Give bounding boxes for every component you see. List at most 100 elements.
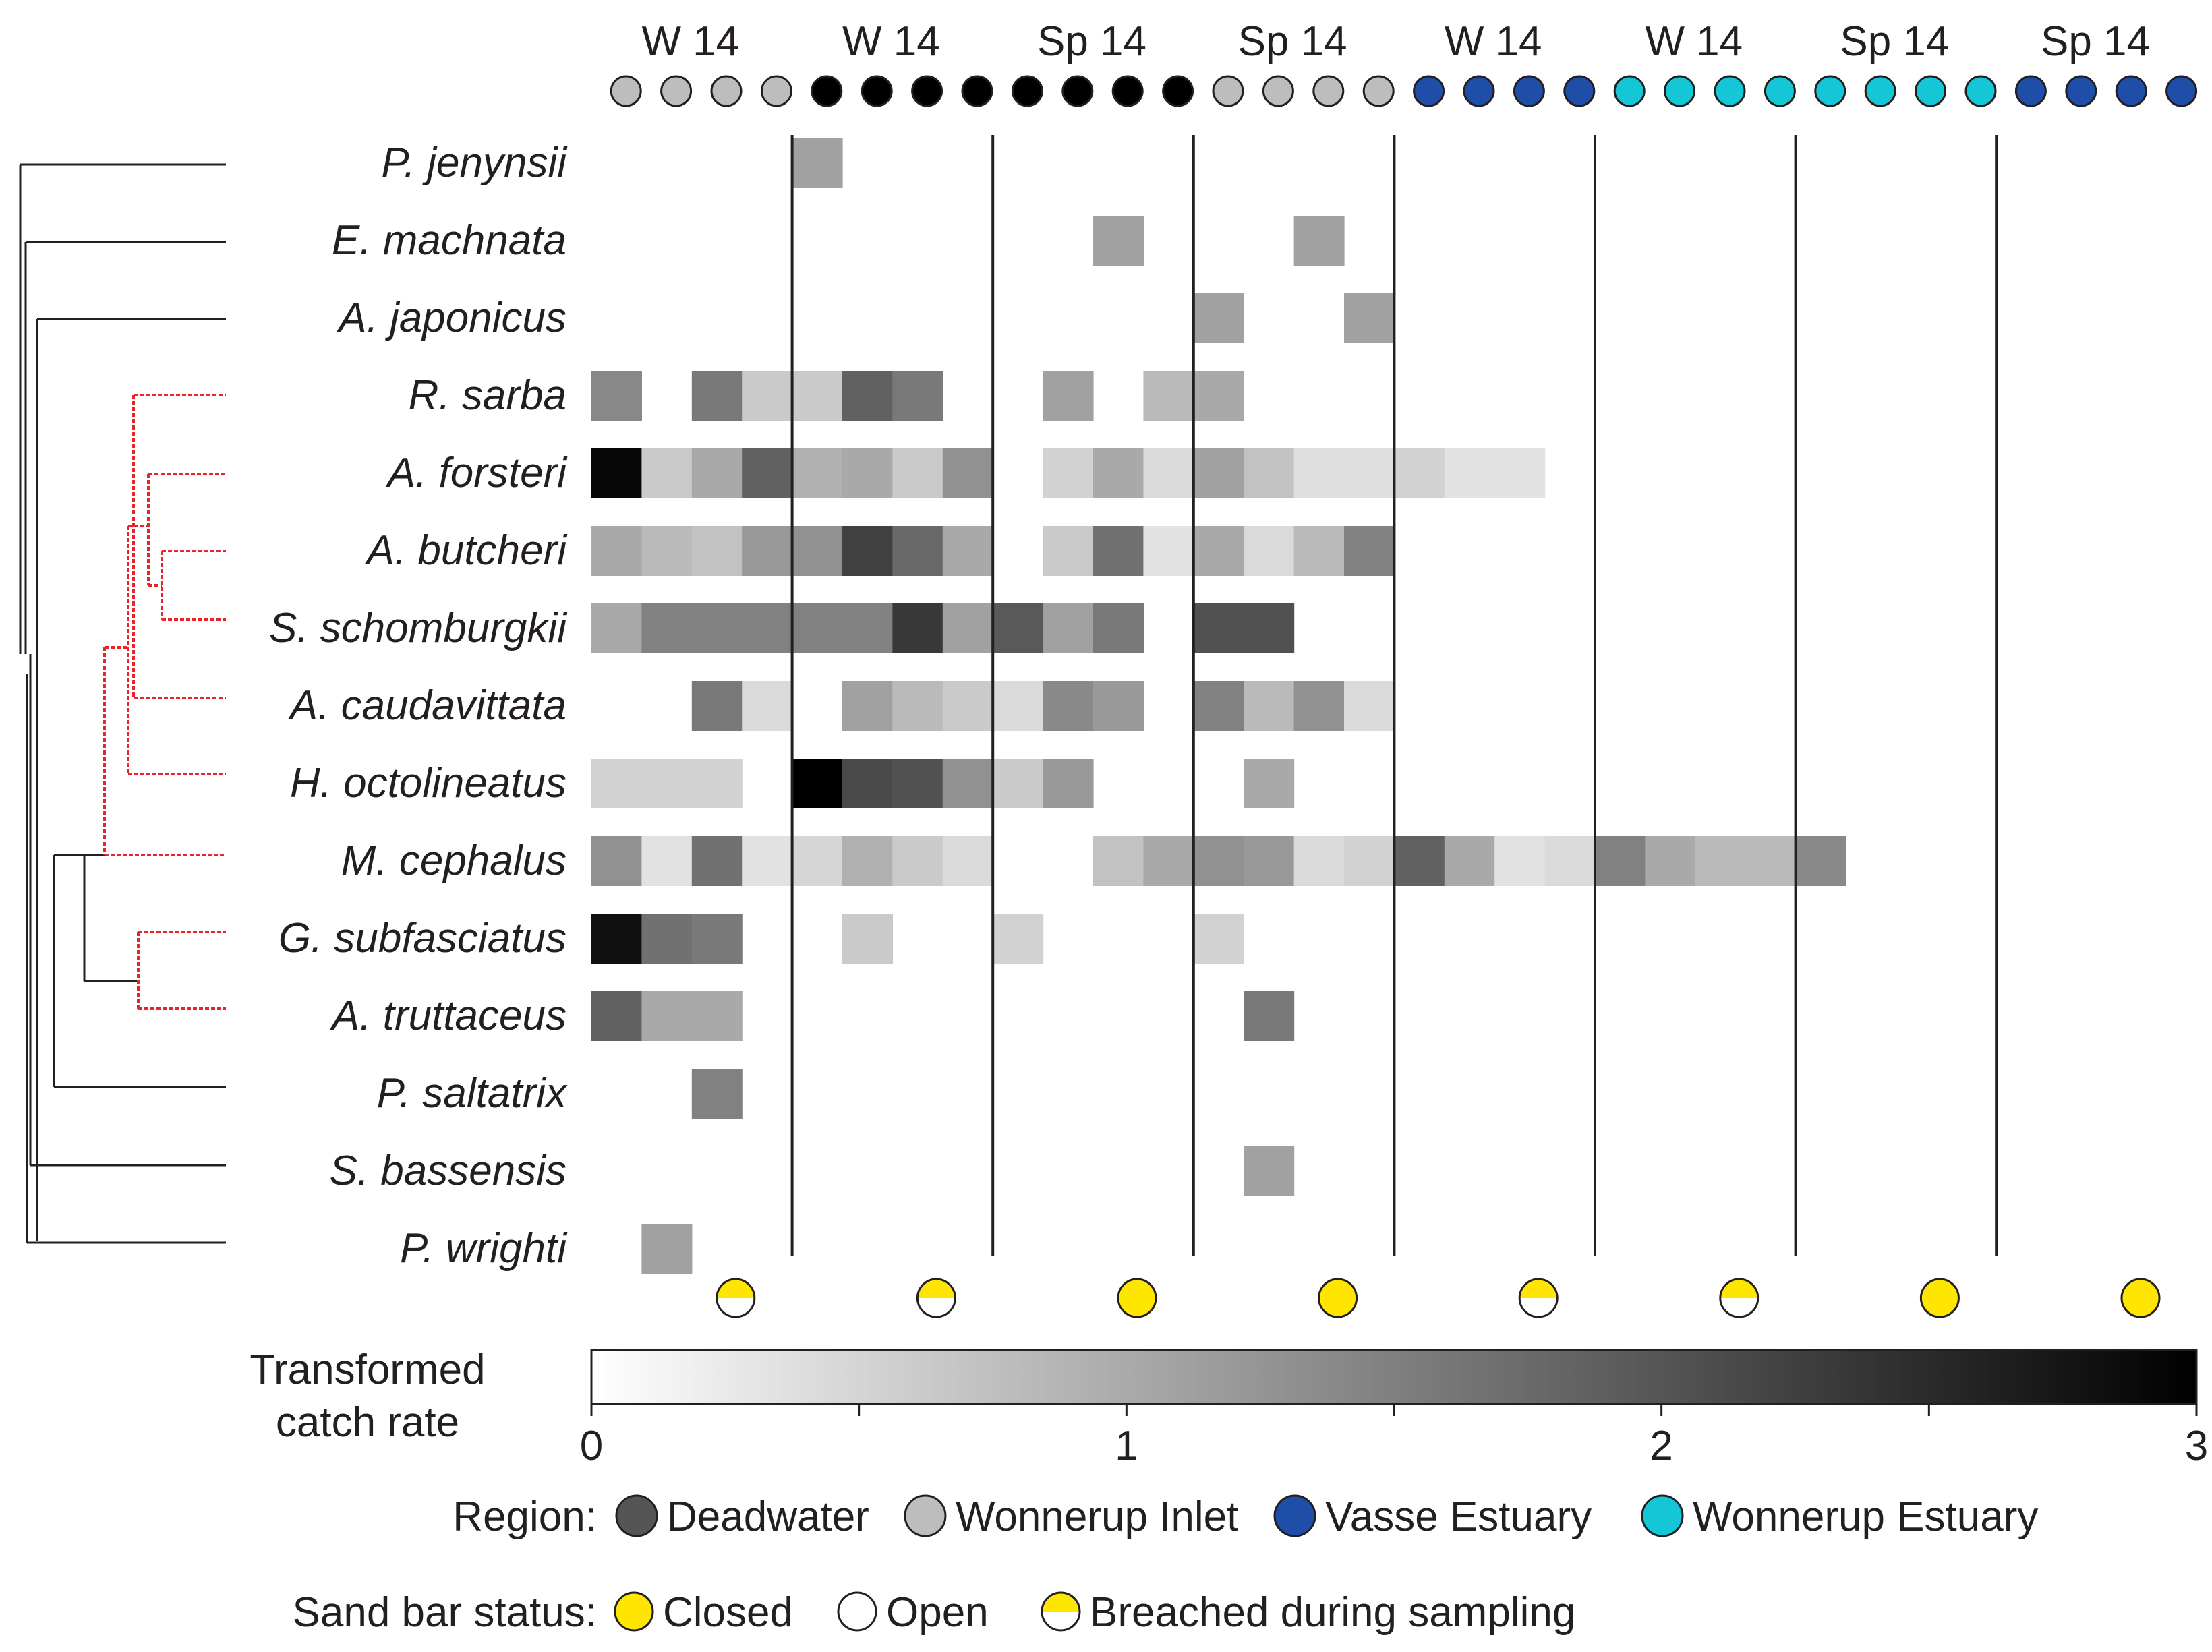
heat-cell	[641, 526, 693, 576]
species-label-m-cephalus: M. cephalus	[341, 837, 566, 884]
species-label-a-caudavittata: A. caudavittata	[287, 682, 566, 729]
region-circle-30	[2115, 75, 2147, 107]
region-legend-item-vasse-estuary: Vasse Estuary	[1325, 1494, 1592, 1540]
species-label-e-machnata: E. machnata	[332, 217, 566, 264]
species-label-s-bassensis: S. bassensis	[329, 1148, 566, 1194]
region-circle-0	[610, 75, 642, 107]
season-label-3: Sp 14	[1238, 18, 1347, 65]
heat-cell	[792, 526, 843, 576]
heat-cell	[1193, 371, 1244, 421]
region-legend-label: Region:	[453, 1494, 597, 1540]
heat-cell	[742, 371, 793, 421]
species-label-s-schomburgkii: S. schomburgkii	[269, 605, 568, 651]
sand-bar-legend-label: Sand bar status:	[293, 1589, 598, 1636]
region-circle-24	[1814, 75, 1846, 107]
heat-cell	[1244, 448, 1295, 498]
heat-cell	[1043, 681, 1094, 731]
heat-cell	[1193, 603, 1244, 653]
region-legend-swatch-wonnerup-estuary	[1641, 1494, 1684, 1537]
heat-cell	[641, 991, 693, 1041]
region-legend-swatch-deadwater	[615, 1494, 658, 1537]
season-labels: W 14 W 14 Sp 14 Sp 14 W 14 W 14 Sp 14 Sp 14	[641, 18, 2150, 65]
heat-cell	[1244, 759, 1295, 808]
sand-bar-status-1	[916, 1278, 956, 1318]
colorbar-ticks: 0 1 2 3	[580, 1404, 2208, 1469]
region-legend-item-deadwater: Deadwater	[667, 1494, 869, 1540]
heat-cell	[1093, 681, 1144, 731]
heat-cell	[942, 526, 993, 576]
group-dividers	[790, 135, 1998, 1256]
heat-cell	[1043, 448, 1094, 498]
sand-bar-status-7	[2120, 1278, 2161, 1318]
region-circle-4	[811, 75, 843, 107]
heat-cell	[641, 448, 693, 498]
heat-cell	[591, 603, 642, 653]
heat-cell	[1193, 914, 1244, 964]
region-circle-3	[760, 75, 792, 107]
region-legend-item-wonnerup-inlet: Wonnerup Inlet	[956, 1494, 1238, 1540]
region-circle-12	[1212, 75, 1244, 107]
heat-cell	[792, 371, 843, 421]
heat-cell	[1143, 526, 1194, 576]
heat-cell	[1494, 448, 1546, 498]
heat-cell	[1093, 448, 1144, 498]
heat-cell	[742, 836, 793, 886]
heat-cell	[1645, 836, 1696, 886]
heat-cell	[1193, 836, 1244, 886]
sand-bar-status-5	[1719, 1278, 1759, 1318]
heat-cell	[842, 914, 893, 964]
heat-cell	[1344, 293, 1395, 343]
colorbar-tick-label-0: 0	[580, 1423, 603, 1469]
region-circle-17	[1463, 75, 1495, 107]
heat-cell	[892, 526, 943, 576]
region-circle-7	[961, 75, 993, 107]
species-label-a-butcheri: A. butcheri	[364, 527, 569, 574]
heat-cell	[1494, 836, 1546, 886]
heat-cell	[1193, 448, 1244, 498]
region-circle-2	[710, 75, 743, 107]
heat-cell	[1193, 293, 1244, 343]
season-label-0: W 14	[641, 18, 739, 65]
colorbar-gradient	[590, 1349, 2198, 1405]
heat-cell	[1344, 836, 1395, 886]
heat-cell	[792, 603, 843, 653]
heat-cell	[1043, 371, 1094, 421]
heat-cell	[993, 914, 1044, 964]
sand-bar-status-3	[1318, 1278, 1358, 1318]
heat-cell	[1745, 836, 1797, 886]
heat-cell	[892, 759, 943, 808]
heat-cell	[1344, 448, 1395, 498]
heat-cell	[842, 836, 893, 886]
heat-cell	[641, 1224, 693, 1274]
heat-cell	[641, 836, 693, 886]
heat-cell	[942, 603, 993, 653]
species-labels: P. jenynsii E. machnata A. japonicus R. sar…	[269, 140, 568, 1272]
region-circle-1	[660, 75, 693, 107]
heat-cell	[993, 603, 1044, 653]
heat-cell	[1193, 526, 1244, 576]
region-circle-11	[1162, 75, 1194, 107]
heat-cell	[591, 759, 642, 808]
heat-cell	[1043, 603, 1094, 653]
heat-cell	[691, 1069, 743, 1119]
heat-cell	[892, 448, 943, 498]
region-circle-15	[1362, 75, 1395, 107]
heat-cell	[1244, 681, 1295, 731]
region-circle-21	[1664, 75, 1696, 107]
heat-cell	[691, 603, 743, 653]
heat-cell	[1344, 681, 1395, 731]
sand-bar-status-2	[1117, 1278, 1157, 1318]
species-label-r-sarba: R. sarba	[409, 372, 566, 419]
region-circle-5	[861, 75, 893, 107]
region-circle-18	[1513, 75, 1545, 107]
heat-cell	[1043, 759, 1094, 808]
sand-bar-legend-item-closed: Closed	[663, 1589, 793, 1636]
heat-cell	[842, 526, 893, 576]
heat-cell	[942, 836, 993, 886]
region-circle-27	[1964, 75, 1997, 107]
heat-cell	[1293, 836, 1345, 886]
heat-cell	[1595, 836, 1646, 886]
heat-cell	[641, 914, 693, 964]
heat-cell	[842, 448, 893, 498]
heat-cell	[842, 759, 893, 808]
